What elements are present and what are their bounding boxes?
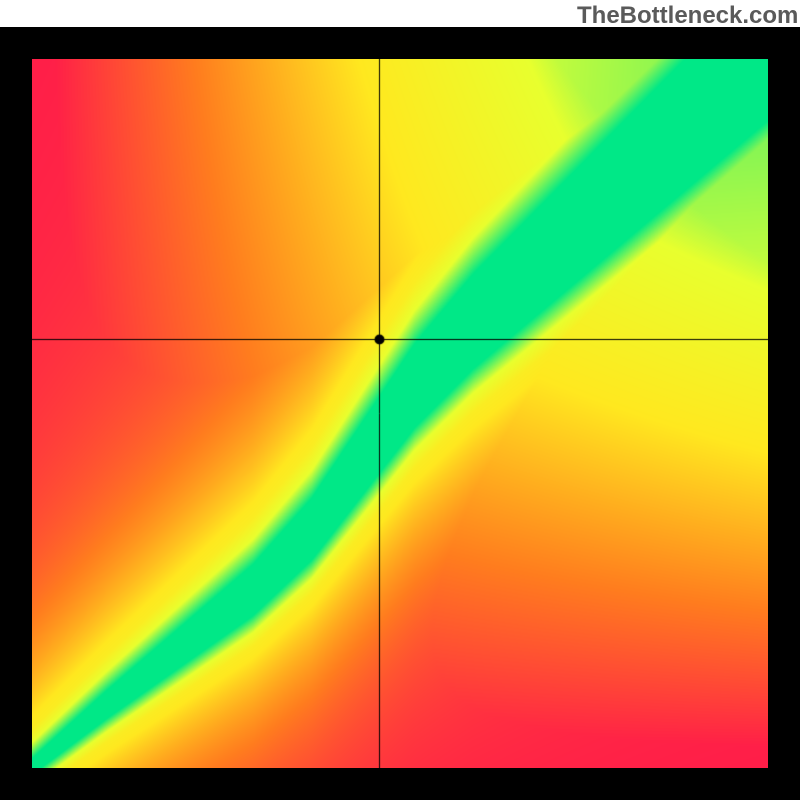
watermark-text: TheBottleneck.com (577, 2, 798, 30)
bottleneck-heatmap (32, 59, 768, 768)
